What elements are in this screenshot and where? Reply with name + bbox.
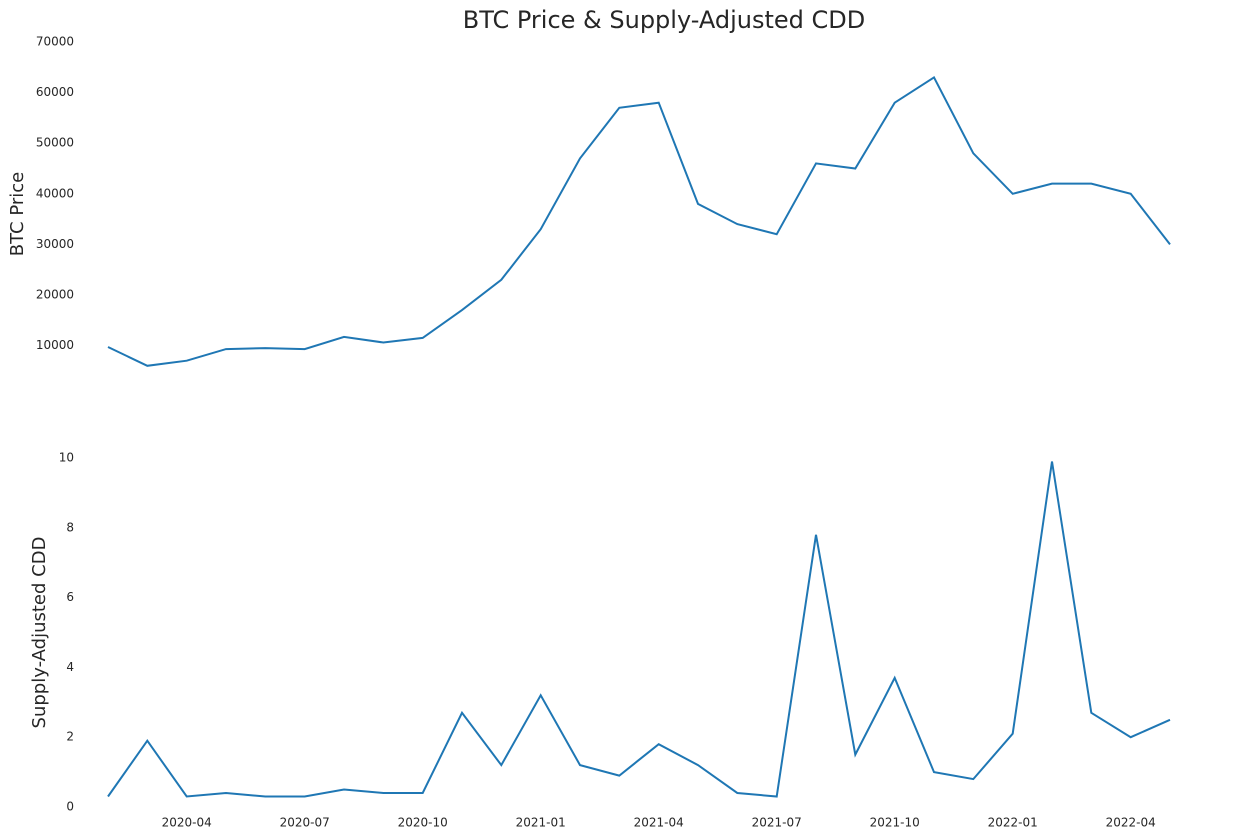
y-tick-label: 50000	[36, 136, 74, 150]
y-axis-label: BTC Price	[7, 172, 28, 257]
y-tick-label: 0	[66, 800, 74, 814]
y-tick-label: 10	[59, 451, 74, 465]
y-tick-label: 2	[66, 730, 74, 744]
x-tick-label: 2021-04	[634, 816, 684, 830]
y-tick-label: 8	[66, 520, 74, 534]
y-tick-label: 4	[66, 660, 74, 674]
x-tick-label: 2022-01	[988, 816, 1038, 830]
x-tick-label: 2021-07	[752, 816, 802, 830]
chart-title: BTC Price & Supply-Adjusted CDD	[463, 6, 866, 34]
x-tick-label: 2020-07	[280, 816, 330, 830]
y-tick-label: 10000	[36, 338, 74, 352]
x-tick-label: 2020-10	[398, 816, 448, 830]
x-tick-label: 2022-04	[1106, 816, 1156, 830]
y-tick-label: 70000	[36, 35, 74, 49]
y-tick-label: 6	[66, 590, 74, 604]
y-tick-label: 60000	[36, 85, 74, 99]
line-series	[107, 75, 1171, 367]
x-tick-label: 2021-01	[516, 816, 566, 830]
x-tick-label: 2021-10	[870, 816, 920, 830]
line-series	[107, 461, 1171, 798]
y-tick-label: 40000	[36, 186, 74, 200]
x-tick-label: 2020-04	[162, 816, 212, 830]
y-axis-label: Supply-Adjusted CDD	[29, 537, 50, 729]
y-tick-label: 20000	[36, 287, 74, 301]
y-tick-label: 30000	[36, 237, 74, 251]
